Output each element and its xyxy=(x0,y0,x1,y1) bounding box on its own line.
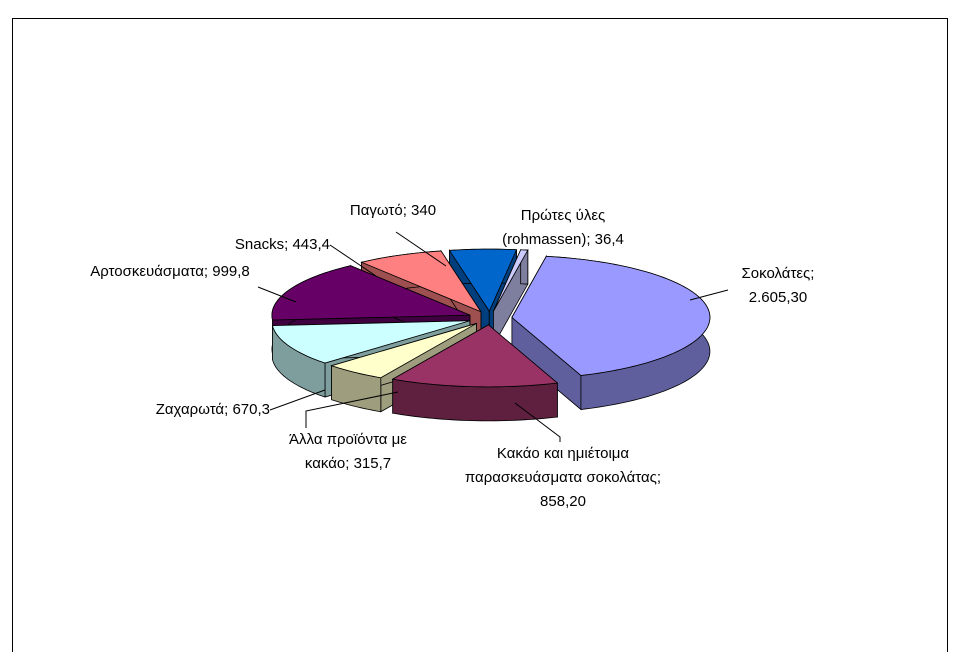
data-label: Πρώτες ύλες (rohmassen)36,4 xyxy=(483,204,643,252)
leader-line xyxy=(514,402,561,442)
leader-line xyxy=(257,286,297,303)
data-label: Σοκολάτες2.605,30 xyxy=(718,262,838,310)
label-value: 443,4 xyxy=(284,236,330,253)
label-name: Snacks xyxy=(234,236,285,253)
label-name: Άλλα προϊόντα με κακάο xyxy=(289,431,407,472)
leader-line xyxy=(395,231,447,267)
slice-top xyxy=(330,323,477,379)
label-value: 340 xyxy=(403,202,436,219)
leader-line xyxy=(305,391,399,428)
label-name: Αρτοσκευάσματα xyxy=(90,263,204,280)
label-name: Σοκολάτες xyxy=(741,265,811,282)
slice-top xyxy=(493,249,529,312)
data-label: Ζαχαρωτά670,3 xyxy=(90,398,270,422)
label-value: 670,3 xyxy=(224,401,270,418)
label-name: Κακάο και ημιέτοιμα παρασκευάσματα σοκολ… xyxy=(464,445,657,486)
data-label: Snacks443,4 xyxy=(180,233,330,257)
leader-line xyxy=(329,244,377,277)
slice-top xyxy=(448,248,518,312)
label-name: Παγωτό xyxy=(349,202,403,219)
label-value: 315,7 xyxy=(345,455,391,472)
slice-top xyxy=(271,265,471,321)
data-label: Παγωτό340 xyxy=(318,199,468,223)
data-label: Κακάο και ημιέτοιμα παρασκευάσματα σοκολ… xyxy=(458,442,668,514)
slice-top xyxy=(511,255,711,376)
label-name: Ζαχαρωτά xyxy=(155,401,225,418)
data-label: Αρτοσκευάσματα999,8 xyxy=(70,260,270,284)
slice-top xyxy=(360,250,482,313)
label-name: Πρώτες ύλες (rohmassen) xyxy=(502,207,606,248)
label-value: 36,4 xyxy=(586,231,624,248)
leader-line xyxy=(689,289,729,301)
slice-top xyxy=(391,324,559,388)
label-value: 999,8 xyxy=(204,263,250,280)
data-label: Άλλα προϊόντα με κακάο315,7 xyxy=(268,428,428,476)
leader-line xyxy=(269,389,326,411)
slice-top xyxy=(271,320,470,364)
